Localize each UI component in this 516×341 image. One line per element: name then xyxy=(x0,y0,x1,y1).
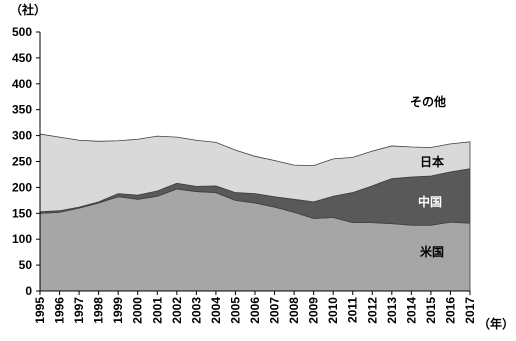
y-tick-label: 500 xyxy=(12,25,32,39)
x-tick-label: 1997 xyxy=(72,297,86,324)
y-tick-label: 250 xyxy=(12,155,32,169)
y-tick-label: 200 xyxy=(12,180,32,194)
y-tick-label: 450 xyxy=(12,51,32,65)
x-tick-label: 2017 xyxy=(463,297,477,324)
x-tick-label: 2001 xyxy=(150,297,164,324)
y-tick-label: 50 xyxy=(19,258,33,272)
x-tick-label: 1995 xyxy=(33,297,47,324)
x-tick-label: 2000 xyxy=(131,297,145,324)
x-tick-label: 2006 xyxy=(248,297,262,324)
x-tick-label: 2015 xyxy=(424,297,438,324)
series-label: 米国 xyxy=(420,244,444,259)
x-tick-label: 2002 xyxy=(170,297,184,324)
x-tick-label: 2004 xyxy=(209,297,223,324)
annotation: その他 xyxy=(410,94,446,109)
x-tick-label: 1996 xyxy=(53,297,67,324)
x-tick-label: 2003 xyxy=(189,297,203,324)
y-tick-label: 350 xyxy=(12,103,32,117)
x-tick-label: 2011 xyxy=(346,297,360,323)
x-tick-label: 2007 xyxy=(268,297,282,324)
x-tick-label: 1998 xyxy=(92,297,106,324)
x-tick-label: 2010 xyxy=(326,297,340,324)
x-tick-label: 2012 xyxy=(365,297,379,324)
y-tick-label: 300 xyxy=(12,129,32,143)
x-tick-label: 2014 xyxy=(404,297,418,324)
y-tick-label: 0 xyxy=(25,284,32,298)
y-tick-label: 150 xyxy=(12,206,32,220)
area xyxy=(39,133,471,213)
x-tick-label: 2009 xyxy=(307,297,321,324)
x-tick-label: 2016 xyxy=(443,297,457,324)
y-tick-label: 100 xyxy=(12,232,32,246)
x-unit-label: （年） xyxy=(478,316,514,331)
x-tick-label: 2008 xyxy=(287,297,301,324)
x-tick-label: 2013 xyxy=(385,297,399,324)
x-tick-label: 1999 xyxy=(111,297,125,324)
series-label: 日本 xyxy=(420,154,444,169)
series-label: 中国 xyxy=(418,194,442,209)
y-unit-label: （社） xyxy=(10,2,46,17)
x-tick-label: 2005 xyxy=(228,297,242,324)
y-tick-label: 400 xyxy=(12,77,32,91)
